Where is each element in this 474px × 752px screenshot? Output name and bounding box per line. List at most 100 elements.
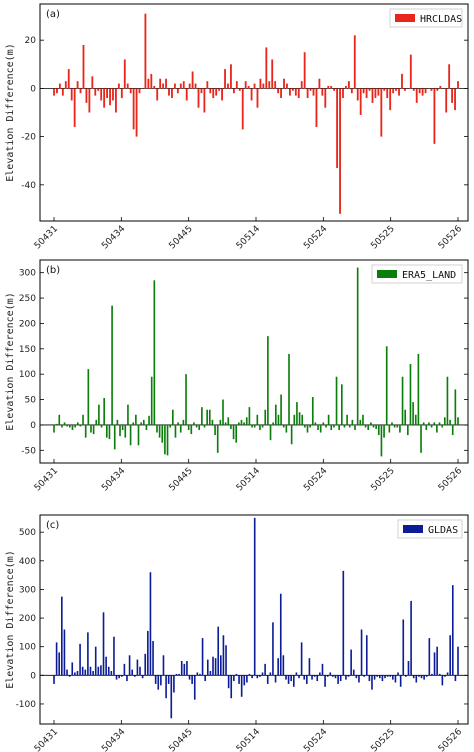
bar	[102, 612, 105, 676]
bar	[141, 675, 144, 679]
bar	[294, 88, 297, 96]
bar	[388, 424, 391, 433]
bar	[63, 422, 66, 425]
bar	[430, 88, 433, 91]
bar	[457, 417, 459, 425]
bar	[167, 675, 170, 684]
bar	[219, 419, 222, 425]
bar	[308, 658, 311, 676]
bar	[377, 424, 380, 436]
bar	[92, 424, 95, 435]
y-axis-label: Elevation Difference(m)	[5, 550, 16, 688]
bar	[332, 675, 334, 677]
bar	[360, 629, 363, 676]
bar	[203, 88, 206, 113]
bar	[371, 88, 374, 103]
bar	[166, 424, 169, 456]
plot-frame	[39, 259, 469, 464]
bar	[355, 675, 358, 679]
legend-label: ERA5_LAND	[402, 270, 456, 281]
bar	[359, 88, 362, 115]
bar	[241, 88, 244, 130]
bar	[457, 81, 459, 89]
bar	[300, 81, 303, 89]
bar	[212, 656, 214, 676]
bar	[100, 88, 103, 101]
bar	[338, 424, 340, 431]
bar	[71, 424, 74, 431]
bar	[370, 422, 372, 425]
bar	[356, 267, 359, 425]
bar	[443, 417, 446, 425]
bar	[339, 675, 342, 682]
bar	[217, 626, 220, 676]
bar	[365, 88, 368, 99]
bar	[405, 675, 407, 677]
y-tick-label: 300	[19, 585, 36, 595]
bar	[350, 88, 353, 94]
bar	[358, 675, 360, 683]
bar	[214, 658, 217, 676]
bar	[190, 424, 193, 435]
bar	[253, 517, 256, 676]
bar	[55, 423, 58, 425]
bar	[118, 675, 120, 679]
bar	[82, 44, 85, 89]
bar	[392, 675, 394, 680]
bar	[347, 81, 350, 89]
bar	[333, 424, 335, 428]
bar	[97, 666, 100, 676]
bar	[351, 419, 354, 425]
bar	[107, 666, 110, 676]
bar	[164, 424, 166, 455]
bar	[193, 422, 195, 425]
bar	[175, 673, 178, 676]
plot-frame	[39, 514, 469, 725]
bar	[397, 672, 399, 676]
bar	[103, 88, 106, 108]
bar	[433, 652, 436, 676]
bar	[318, 78, 321, 89]
bar	[448, 64, 451, 89]
bar	[348, 424, 351, 428]
bar	[194, 83, 197, 89]
bar	[173, 83, 176, 89]
bar	[339, 88, 341, 214]
bar	[120, 675, 123, 677]
bar	[214, 424, 216, 436]
bar	[418, 88, 421, 94]
bar	[256, 675, 259, 679]
bar	[430, 424, 433, 428]
bar	[345, 675, 347, 680]
bar	[133, 675, 136, 677]
bar	[209, 671, 212, 676]
bar	[182, 419, 185, 425]
bar	[298, 675, 300, 679]
bar	[296, 402, 298, 425]
bar	[79, 643, 81, 676]
bar	[195, 424, 198, 428]
bar	[100, 665, 102, 676]
bar	[95, 419, 98, 425]
bar	[116, 419, 119, 425]
bar	[330, 85, 333, 89]
bar	[126, 675, 128, 682]
bar	[147, 630, 149, 676]
legend-label: GLDAS	[428, 525, 458, 536]
bar	[373, 675, 376, 680]
x-tick-label: 50445	[167, 224, 194, 251]
bar	[436, 424, 438, 433]
x-tick-label: 50524	[302, 727, 330, 752]
bar	[417, 353, 420, 425]
bar	[399, 424, 401, 433]
bar	[193, 675, 196, 700]
bar	[87, 369, 90, 425]
bar	[105, 656, 107, 676]
bar	[76, 671, 79, 676]
bar	[451, 88, 454, 103]
bar	[186, 661, 188, 676]
bar	[319, 672, 321, 676]
bar	[158, 424, 161, 438]
bar	[389, 675, 392, 677]
bar	[128, 655, 131, 676]
